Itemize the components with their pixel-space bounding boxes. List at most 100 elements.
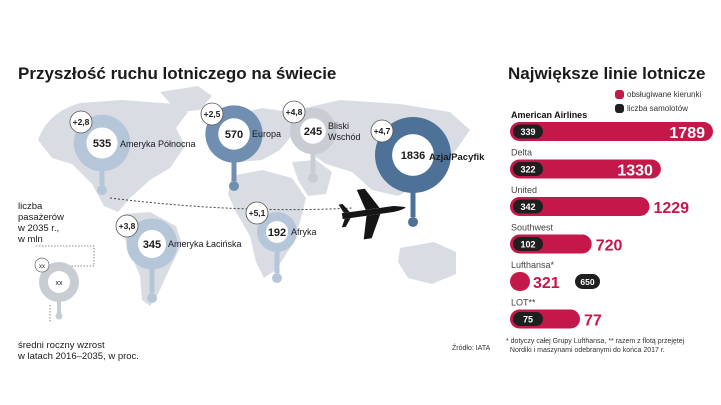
airline-row: Lufthansa* 321 650 — [510, 260, 600, 292]
legend-destinations-label: obsługiwane kierunki — [627, 90, 702, 99]
region-bubble: 192 Afryka +5,1 — [245, 201, 317, 283]
fleet-bar — [513, 199, 543, 214]
airline-row: LOT** 75 77 — [510, 298, 602, 330]
footnote: * dotyczy całej Grupy Lufthansa, ** raze… — [506, 338, 685, 354]
region-label: Bliski — [328, 121, 349, 131]
region-core — [218, 118, 250, 150]
region-passengers: 1836 — [401, 150, 425, 162]
destinations-bar — [510, 122, 713, 141]
airline-name: Southwest — [511, 223, 554, 233]
region-growth: +5,1 — [249, 208, 266, 218]
destinations-bar — [510, 197, 650, 216]
region-label: Ameryka Łacińska — [168, 239, 242, 249]
region-pin-dot — [147, 293, 157, 303]
map-title: Przyszłość ruchu lotniczego na świecie — [18, 64, 337, 83]
region-pin-dot — [229, 181, 239, 191]
legend-sample-dot — [55, 312, 63, 320]
destinations-value: 1330 — [617, 163, 653, 180]
legend-connector — [36, 245, 95, 322]
airline-row: Southwest 102 720 — [510, 223, 622, 255]
region-passengers: 535 — [93, 138, 111, 150]
region-label: Europa — [252, 129, 281, 139]
region-bubble: 1836 Azja/Pacyfik +4,7 — [370, 117, 485, 227]
destinations-value: 1229 — [653, 200, 689, 217]
fleet-value: 322 — [520, 165, 535, 175]
region-growth-badge — [245, 201, 269, 225]
destinations-value: 720 — [596, 238, 623, 255]
region-label: Wschód — [328, 132, 361, 142]
airplane-icon — [338, 188, 406, 240]
fleet-value: 75 — [523, 315, 533, 325]
region-growth-badge — [200, 102, 224, 126]
fleet-bar — [513, 237, 543, 251]
airline-name: United — [511, 185, 537, 195]
legend-sample-growth: xx — [39, 264, 45, 270]
airline-name: Lufthansa* — [511, 260, 555, 270]
airlines-bar-chart: American Airlines 339 1789 Delta 322 1330 Unit… — [510, 110, 713, 330]
airline-name: Delta — [511, 148, 532, 158]
airlines-title: Największe linie lotnicze — [508, 64, 706, 83]
region-label: Ameryka Północna — [120, 139, 196, 149]
region-growth-badge — [115, 214, 139, 238]
legend-sample-badge — [34, 257, 50, 273]
region-growth-badge — [282, 100, 306, 124]
region-growth-badge — [69, 110, 93, 134]
region-core — [266, 221, 288, 243]
region-growth: +3,8 — [119, 221, 136, 231]
legend-sample-value: xx — [56, 280, 64, 287]
fleet-bar — [513, 124, 543, 139]
legend-sample-bubble: xx xx — [34, 257, 79, 320]
region-bubble: 535 Ameryka Północna +2,8 — [69, 110, 196, 195]
airline-row: Delta 322 1330 — [510, 148, 661, 180]
fleet-value: 102 — [520, 240, 535, 250]
fleet-bar — [513, 312, 543, 326]
region-core — [137, 229, 167, 259]
region-passengers: 245 — [304, 126, 322, 138]
region-growth: +2,8 — [73, 117, 90, 127]
airline-row: American Airlines 339 1789 — [510, 110, 713, 142]
region-passengers: 345 — [143, 239, 161, 251]
legend-destinations-swatch — [615, 90, 624, 99]
region-core — [300, 118, 326, 144]
source-note: Źródło: IATA — [452, 345, 491, 352]
region-pin-dot — [272, 273, 282, 283]
fleet-value: 342 — [520, 202, 535, 212]
fleet-value: 339 — [520, 127, 535, 137]
region-pin-dot — [97, 185, 107, 195]
region-core — [392, 134, 434, 176]
airline-name: American Airlines — [511, 110, 587, 120]
destinations-value: 1789 — [669, 125, 705, 142]
legend-sample-core — [48, 271, 70, 293]
region-growth: +4,8 — [286, 107, 303, 117]
fleet-value: 650 — [580, 277, 594, 287]
region-core — [86, 127, 118, 159]
region-pin-dot — [408, 217, 418, 227]
legend-passengers-label: liczba pasażerów w 2035 r., w mln — [18, 201, 64, 245]
australia-land — [398, 242, 456, 284]
destinations-value: 77 — [584, 313, 602, 330]
airline-row: United 342 1229 — [510, 185, 689, 217]
legend-fleet-swatch — [615, 104, 624, 113]
region-label: Azja/Pacyfik — [429, 152, 485, 163]
destinations-value: 321 — [533, 275, 560, 292]
region-pin-dot — [308, 173, 318, 183]
region-growth-badge — [370, 119, 394, 143]
fleet-bar — [575, 274, 600, 289]
greenland-land — [160, 86, 212, 112]
region-growth: +4,7 — [374, 126, 391, 136]
legend-growth-label: średni roczny wzrost w latach 2016–2035,… — [18, 340, 139, 362]
fleet-bar — [513, 162, 543, 176]
legend-fleet-label: liczba samolotów — [627, 104, 688, 113]
region-bubble: 570 Europa +2,5 — [200, 102, 281, 191]
region-growth: +2,5 — [204, 109, 221, 119]
airline-name: LOT** — [511, 298, 536, 308]
region-passengers: 570 — [225, 129, 243, 141]
region-label: Afryka — [291, 227, 317, 237]
destinations-bar — [510, 272, 530, 291]
region-passengers: 192 — [268, 227, 286, 239]
region-bubble: 345 Ameryka Łacińska +3,8 — [115, 214, 242, 303]
destinations-bar — [510, 159, 661, 179]
flight-path — [109, 197, 353, 211]
